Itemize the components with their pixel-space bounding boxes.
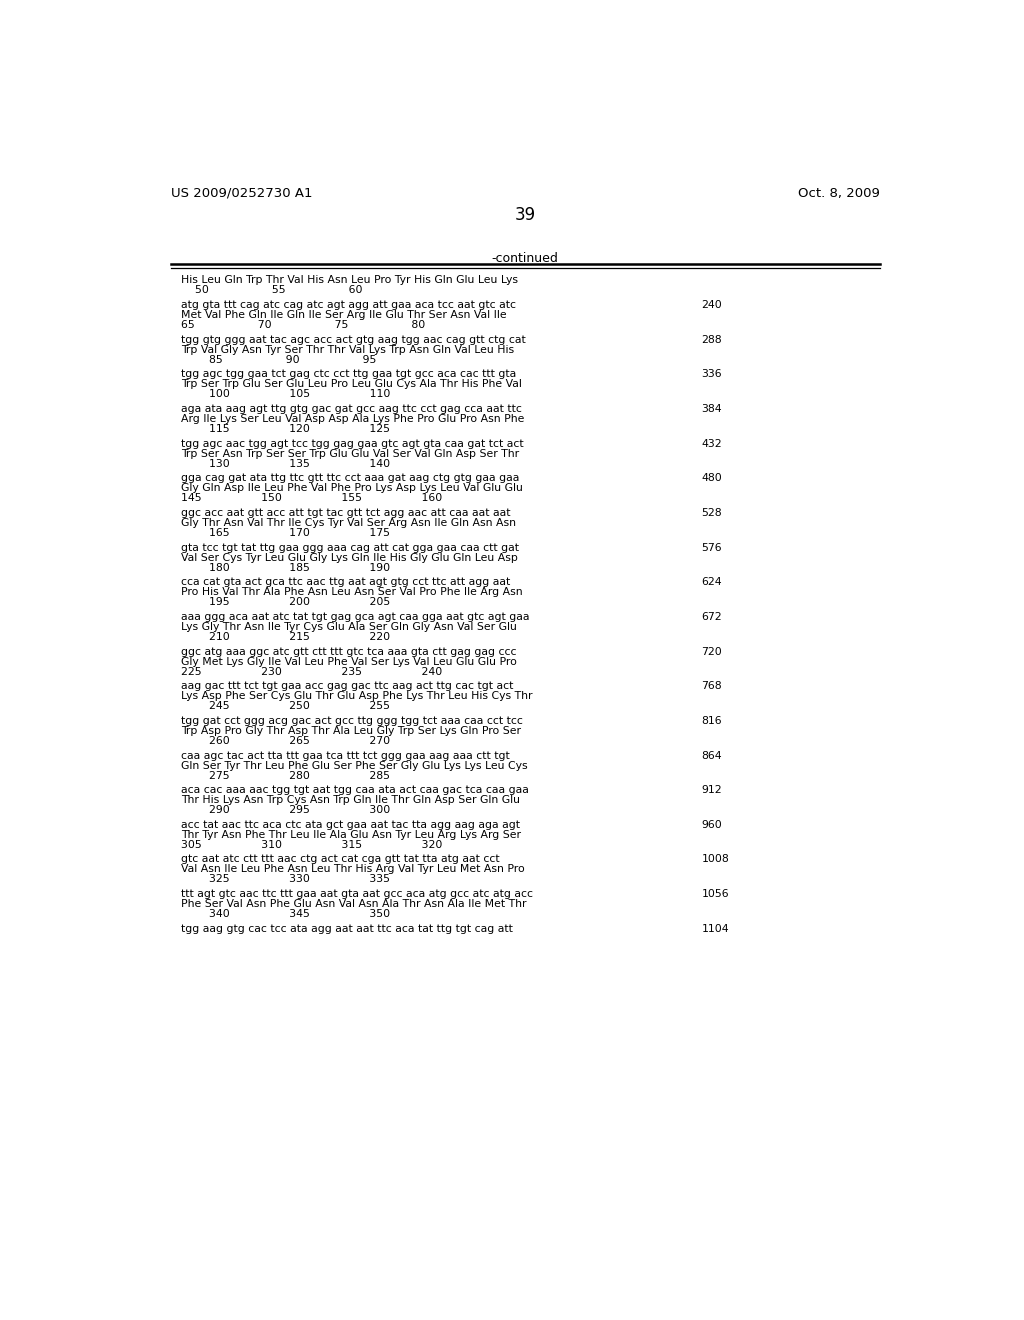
Text: Lys Asp Phe Ser Cys Glu Thr Glu Asp Phe Lys Thr Leu His Cys Thr: Lys Asp Phe Ser Cys Glu Thr Glu Asp Phe … — [180, 692, 532, 701]
Text: Gly Gln Asp Ile Leu Phe Val Phe Pro Lys Asp Lys Leu Val Glu Glu: Gly Gln Asp Ile Leu Phe Val Phe Pro Lys … — [180, 483, 522, 494]
Text: 39: 39 — [514, 206, 536, 224]
Text: Lys Gly Thr Asn Ile Tyr Cys Glu Ala Ser Gln Gly Asn Val Ser Glu: Lys Gly Thr Asn Ile Tyr Cys Glu Ala Ser … — [180, 622, 516, 632]
Text: -continued: -continued — [492, 252, 558, 265]
Text: 85                  90                  95: 85 90 95 — [180, 355, 376, 364]
Text: 768: 768 — [701, 681, 722, 692]
Text: tgg aag gtg cac tcc ata agg aat aat ttc aca tat ttg tgt cag att: tgg aag gtg cac tcc ata agg aat aat ttc … — [180, 924, 513, 933]
Text: Gly Thr Asn Val Thr Ile Cys Tyr Val Ser Arg Asn Ile Gln Asn Asn: Gly Thr Asn Val Thr Ile Cys Tyr Val Ser … — [180, 517, 516, 528]
Text: 720: 720 — [701, 647, 722, 656]
Text: 180                 185                 190: 180 185 190 — [180, 562, 390, 573]
Text: tgg gat cct ggg acg gac act gcc ttg ggg tgg tct aaa caa cct tcc: tgg gat cct ggg acg gac act gcc ttg ggg … — [180, 715, 522, 726]
Text: gga cag gat ata ttg ttc gtt ttc cct aaa gat aag ctg gtg gaa gaa: gga cag gat ata ttg ttc gtt ttc cct aaa … — [180, 474, 519, 483]
Text: Phe Ser Val Asn Phe Glu Asn Val Asn Ala Thr Asn Ala Ile Met Thr: Phe Ser Val Asn Phe Glu Asn Val Asn Ala … — [180, 899, 526, 909]
Text: Thr Tyr Asn Phe Thr Leu Ile Ala Glu Asn Tyr Leu Arg Lys Arg Ser: Thr Tyr Asn Phe Thr Leu Ile Ala Glu Asn … — [180, 830, 520, 840]
Text: US 2009/0252730 A1: US 2009/0252730 A1 — [171, 187, 312, 199]
Text: 432: 432 — [701, 438, 722, 449]
Text: 50                  55                  60: 50 55 60 — [180, 285, 362, 296]
Text: 912: 912 — [701, 785, 722, 795]
Text: 480: 480 — [701, 474, 722, 483]
Text: caa agc tac act tta ttt gaa tca ttt tct ggg gaa aag aaa ctt tgt: caa agc tac act tta ttt gaa tca ttt tct … — [180, 751, 510, 760]
Text: Gln Ser Tyr Thr Leu Phe Glu Ser Phe Ser Gly Glu Lys Lys Leu Cys: Gln Ser Tyr Thr Leu Phe Glu Ser Phe Ser … — [180, 760, 527, 771]
Text: 672: 672 — [701, 612, 722, 622]
Text: Trp Ser Asn Trp Ser Ser Trp Glu Glu Val Ser Val Gln Asp Ser Thr: Trp Ser Asn Trp Ser Ser Trp Glu Glu Val … — [180, 449, 519, 458]
Text: 115                 120                 125: 115 120 125 — [180, 424, 390, 434]
Text: 145                 150                 155                 160: 145 150 155 160 — [180, 494, 442, 503]
Text: ttt agt gtc aac ttc ttt gaa aat gta aat gcc aca atg gcc atc atg acc: ttt agt gtc aac ttc ttt gaa aat gta aat … — [180, 890, 532, 899]
Text: 816: 816 — [701, 715, 722, 726]
Text: tgg gtg ggg aat tac agc acc act gtg aag tgg aac cag gtt ctg cat: tgg gtg ggg aat tac agc acc act gtg aag … — [180, 335, 525, 345]
Text: tgg agc tgg gaa tct gag ctc cct ttg gaa tgt gcc aca cac ttt gta: tgg agc tgg gaa tct gag ctc cct ttg gaa … — [180, 370, 516, 379]
Text: 288: 288 — [701, 335, 722, 345]
Text: 1104: 1104 — [701, 924, 729, 933]
Text: Val Ser Cys Tyr Leu Glu Gly Lys Gln Ile His Gly Glu Gln Leu Asp: Val Ser Cys Tyr Leu Glu Gly Lys Gln Ile … — [180, 553, 517, 562]
Text: aag gac ttt tct tgt gaa acc gag gac ttc aag act ttg cac tgt act: aag gac ttt tct tgt gaa acc gag gac ttc … — [180, 681, 513, 692]
Text: aga ata aag agt ttg gtg gac gat gcc aag ttc cct gag cca aat ttc: aga ata aag agt ttg gtg gac gat gcc aag … — [180, 404, 521, 414]
Text: 165                 170                 175: 165 170 175 — [180, 528, 390, 539]
Text: aaa ggg aca aat atc tat tgt gag gca agt caa gga aat gtc agt gaa: aaa ggg aca aat atc tat tgt gag gca agt … — [180, 612, 529, 622]
Text: Oct. 8, 2009: Oct. 8, 2009 — [798, 187, 880, 199]
Text: 305                 310                 315                 320: 305 310 315 320 — [180, 840, 442, 850]
Text: 275                 280                 285: 275 280 285 — [180, 771, 390, 780]
Text: 210                 215                 220: 210 215 220 — [180, 632, 390, 642]
Text: acc tat aac ttc aca ctc ata gct gaa aat tac tta agg aag aga agt: acc tat aac ttc aca ctc ata gct gaa aat … — [180, 820, 520, 830]
Text: 225                 230                 235                 240: 225 230 235 240 — [180, 667, 442, 677]
Text: ggc acc aat gtt acc att tgt tac gtt tct agg aac att caa aat aat: ggc acc aat gtt acc att tgt tac gtt tct … — [180, 508, 510, 517]
Text: Trp Asp Pro Gly Thr Asp Thr Ala Leu Gly Trp Ser Lys Gln Pro Ser: Trp Asp Pro Gly Thr Asp Thr Ala Leu Gly … — [180, 726, 520, 735]
Text: 260                 265                 270: 260 265 270 — [180, 737, 390, 746]
Text: tgg agc aac tgg agt tcc tgg gag gaa gtc agt gta caa gat tct act: tgg agc aac tgg agt tcc tgg gag gaa gtc … — [180, 438, 523, 449]
Text: 325                 330                 335: 325 330 335 — [180, 875, 390, 884]
Text: 65                  70                  75                  80: 65 70 75 80 — [180, 321, 425, 330]
Text: Pro His Val Thr Ala Phe Asn Leu Asn Ser Val Pro Phe Ile Arg Asn: Pro His Val Thr Ala Phe Asn Leu Asn Ser … — [180, 587, 522, 597]
Text: Val Asn Ile Leu Phe Asn Leu Thr His Arg Val Tyr Leu Met Asn Pro: Val Asn Ile Leu Phe Asn Leu Thr His Arg … — [180, 865, 524, 874]
Text: ggc atg aaa ggc atc gtt ctt ttt gtc tca aaa gta ctt gag gag ccc: ggc atg aaa ggc atc gtt ctt ttt gtc tca … — [180, 647, 516, 656]
Text: 528: 528 — [701, 508, 722, 517]
Text: 240: 240 — [701, 300, 722, 310]
Text: Met Val Phe Gln Ile Gln Ile Ser Arg Ile Glu Thr Ser Asn Val Ile: Met Val Phe Gln Ile Gln Ile Ser Arg Ile … — [180, 310, 506, 319]
Text: 384: 384 — [701, 404, 722, 414]
Text: aca cac aaa aac tgg tgt aat tgg caa ata act caa gac tca caa gaa: aca cac aaa aac tgg tgt aat tgg caa ata … — [180, 785, 528, 795]
Text: 1056: 1056 — [701, 890, 729, 899]
Text: gtc aat atc ctt ttt aac ctg act cat cga gtt tat tta atg aat cct: gtc aat atc ctt ttt aac ctg act cat cga … — [180, 854, 500, 865]
Text: 130                 135                 140: 130 135 140 — [180, 459, 390, 469]
Text: Thr His Lys Asn Trp Cys Asn Trp Gln Ile Thr Gln Asp Ser Gln Glu: Thr His Lys Asn Trp Cys Asn Trp Gln Ile … — [180, 795, 520, 805]
Text: Trp Ser Trp Glu Ser Glu Leu Pro Leu Glu Cys Ala Thr His Phe Val: Trp Ser Trp Glu Ser Glu Leu Pro Leu Glu … — [180, 379, 521, 389]
Text: Trp Val Gly Asn Tyr Ser Thr Thr Val Lys Trp Asn Gln Val Leu His: Trp Val Gly Asn Tyr Ser Thr Thr Val Lys … — [180, 345, 514, 355]
Text: 960: 960 — [701, 820, 722, 830]
Text: 336: 336 — [701, 370, 722, 379]
Text: 1008: 1008 — [701, 854, 729, 865]
Text: atg gta ttt cag atc cag atc agt agg att gaa aca tcc aat gtc atc: atg gta ttt cag atc cag atc agt agg att … — [180, 300, 516, 310]
Text: 195                 200                 205: 195 200 205 — [180, 598, 390, 607]
Text: 100                 105                 110: 100 105 110 — [180, 389, 390, 400]
Text: His Leu Gln Trp Thr Val His Asn Leu Pro Tyr His Gln Glu Leu Lys: His Leu Gln Trp Thr Val His Asn Leu Pro … — [180, 276, 518, 285]
Text: Arg Ile Lys Ser Leu Val Asp Asp Ala Lys Phe Pro Glu Pro Asn Phe: Arg Ile Lys Ser Leu Val Asp Asp Ala Lys … — [180, 414, 524, 424]
Text: 290                 295                 300: 290 295 300 — [180, 805, 390, 816]
Text: 624: 624 — [701, 577, 722, 587]
Text: Gly Met Lys Gly Ile Val Leu Phe Val Ser Lys Val Leu Glu Glu Pro: Gly Met Lys Gly Ile Val Leu Phe Val Ser … — [180, 656, 516, 667]
Text: cca cat gta act gca ttc aac ttg aat agt gtg cct ttc att agg aat: cca cat gta act gca ttc aac ttg aat agt … — [180, 577, 510, 587]
Text: gta tcc tgt tat ttg gaa ggg aaa cag att cat gga gaa caa ctt gat: gta tcc tgt tat ttg gaa ggg aaa cag att … — [180, 543, 519, 553]
Text: 576: 576 — [701, 543, 722, 553]
Text: 340                 345                 350: 340 345 350 — [180, 909, 390, 919]
Text: 864: 864 — [701, 751, 722, 760]
Text: 245                 250                 255: 245 250 255 — [180, 701, 390, 711]
